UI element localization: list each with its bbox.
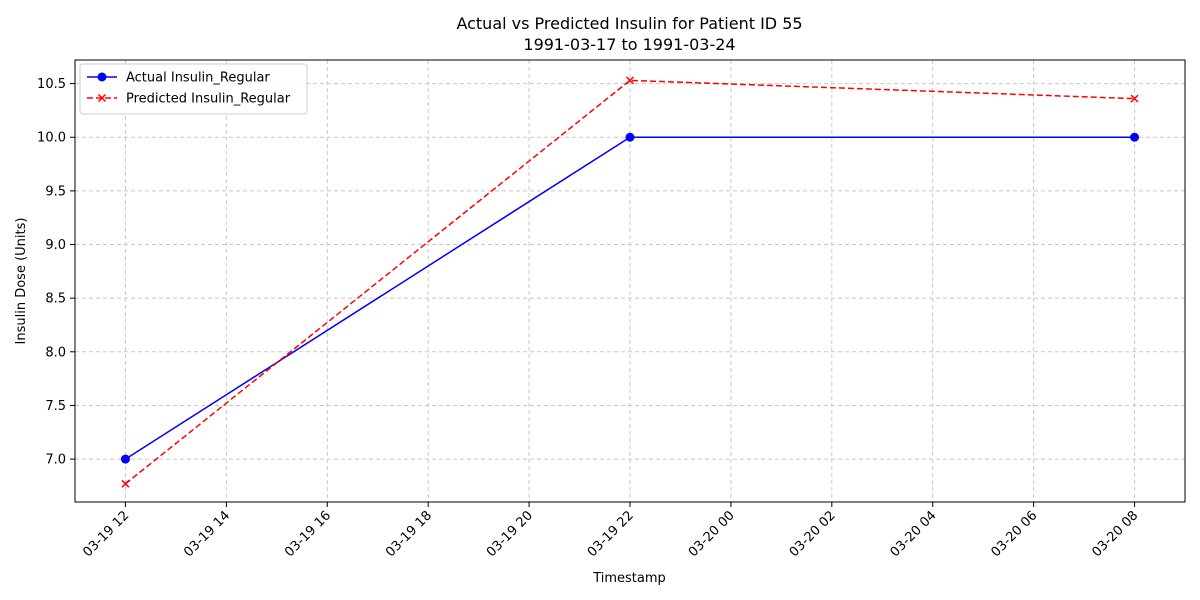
x-tick-label: 03-20 00 (686, 508, 738, 560)
legend: Actual Insulin_Regular Predicted Insulin_… (79, 63, 308, 115)
chart-subtitle: 1991-03-17 to 1991-03-24 (523, 35, 735, 54)
y-tick-label: 10.5 (37, 77, 66, 92)
y-tick-label: 8.5 (45, 292, 66, 307)
x-tick-label: 03-19 14 (181, 508, 233, 560)
x-tick-label: 03-19 20 (484, 508, 536, 560)
y-axis-label: Insulin Dose (Units) (14, 218, 29, 345)
series-actual (120, 132, 1140, 464)
x-tick-label: 03-20 02 (787, 508, 839, 560)
series-line (124, 79, 1135, 485)
x-tick-label: 03-19 18 (383, 508, 435, 560)
y-tick-label: 9.5 (45, 184, 66, 199)
legend-box (79, 63, 308, 115)
data-point (120, 454, 130, 464)
legend-marker (97, 72, 107, 82)
x-tick-label: 03-19 12 (80, 508, 132, 560)
y-tick-label: 10.0 (37, 131, 66, 146)
x-tick-label: 03-20 04 (888, 508, 940, 560)
series-layer (120, 76, 1140, 488)
data-point (121, 479, 130, 488)
y-tick-label: 9.0 (45, 238, 66, 253)
legend-entry: Predicted Insulin_Regular (87, 92, 291, 107)
legend-entry: Actual Insulin_Regular (87, 71, 270, 86)
data-point (625, 76, 635, 85)
legend-label: Actual Insulin_Regular (126, 71, 270, 86)
y-axis-ticks: 7.0 7.5 8.0 8.5 9.0 9.5 10.0 10.5 (37, 77, 75, 468)
series-predicted (121, 76, 1139, 488)
y-tick-label: 7.5 (45, 399, 66, 414)
data-point (625, 132, 635, 142)
x-tick-label: 03-19 16 (282, 508, 334, 560)
x-axis-ticks: 03-19 12 03-19 14 03-19 16 03-19 18 03-19 20… (80, 502, 1141, 560)
y-tick-label: 7.0 (45, 453, 66, 468)
x-tick-label: 03-20 06 (989, 508, 1041, 560)
legend-marker (97, 93, 107, 103)
data-point (1130, 132, 1140, 142)
grid (75, 60, 1185, 502)
legend-label: Predicted Insulin_Regular (126, 92, 291, 107)
y-tick-label: 8.0 (45, 345, 66, 360)
data-point (1130, 94, 1139, 103)
chart-title: Actual vs Predicted Insulin for Patient … (456, 14, 802, 33)
x-tick-label: 03-20 08 (1089, 508, 1141, 560)
x-axis-label: Timestamp (592, 571, 666, 586)
x-tick-label: 03-19 22 (585, 508, 637, 560)
